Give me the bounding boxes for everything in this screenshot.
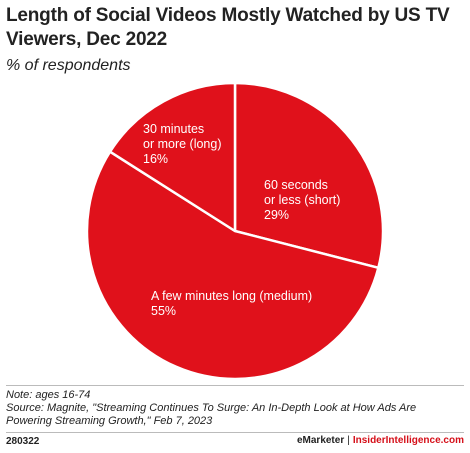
chart-subtitle: % of respondents [6, 57, 131, 74]
slice-label-long: 30 minutes or more (long) 16% [143, 122, 222, 166]
slice-label-medium: A few minutes long (medium) 55% [151, 289, 312, 318]
slice-label-line: or more (long) [143, 137, 222, 151]
slice-value-long: 16% [143, 152, 168, 166]
footer-brand: eMarketer | InsiderIntelligence.com [297, 435, 464, 446]
chart-title: Length of Social Videos Mostly Watched b… [6, 5, 450, 50]
slice-label-line: A few minutes long (medium) [151, 289, 312, 303]
slice-value-short: 29% [264, 208, 289, 222]
note-divider [6, 385, 464, 386]
brand-separator: | [347, 435, 350, 446]
pie-slice-medium [85, 150, 380, 381]
slice-label-short: 60 seconds or less (short) 29% [264, 178, 340, 222]
slice-label-line: 30 minutes [143, 122, 204, 136]
footer-divider [6, 432, 464, 433]
note-source-cont: Powering Streaming Growth," Feb 7, 2023 [6, 415, 213, 427]
pie-slice-long [108, 81, 237, 233]
brand-site: InsiderIntelligence.com [352, 435, 464, 446]
pie-slice-short [233, 81, 385, 270]
slice-label-line: or less (short) [264, 193, 340, 207]
slice-label-line: 60 seconds [264, 178, 328, 192]
brand-name: eMarketer [296, 435, 345, 446]
note-source: Source: Magnite, "Streaming Continues To… [6, 402, 417, 414]
slice-value-medium: 55% [151, 304, 176, 318]
chart-note: Note: ages 16-74 Source: Magnite, "Strea… [6, 389, 464, 428]
pie-chart: 60 seconds or less (short) 29% A few minute… [85, 81, 385, 381]
chart-id: 280322 [6, 436, 40, 447]
note-ages: Note: ages 16-74 [6, 389, 91, 401]
